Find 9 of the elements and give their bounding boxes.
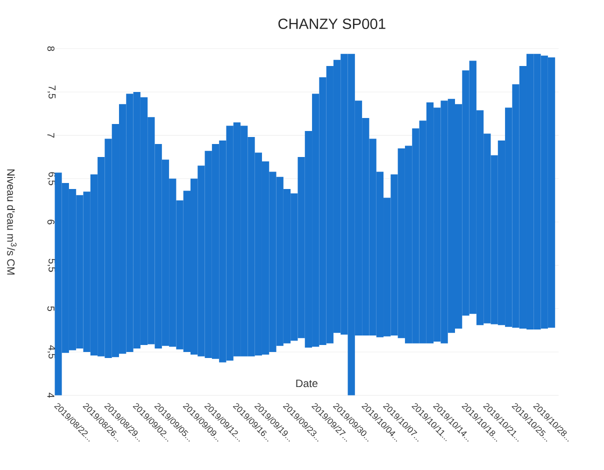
y-tick-label: 7 <box>47 133 54 138</box>
y-tick-label: 5 <box>47 306 54 312</box>
y-tick-label: 8 <box>47 46 54 52</box>
x-axis-title: Date <box>296 380 318 388</box>
chart-title: CHANZY SP001 <box>278 18 386 30</box>
y-tick-label: 6 <box>47 220 54 224</box>
y-tick-label: 4 <box>47 392 54 398</box>
y-tick-label: 7,5 <box>47 86 56 99</box>
y-axis-title: Niveau d'eau m$^{3}$/s CM <box>7 169 17 274</box>
